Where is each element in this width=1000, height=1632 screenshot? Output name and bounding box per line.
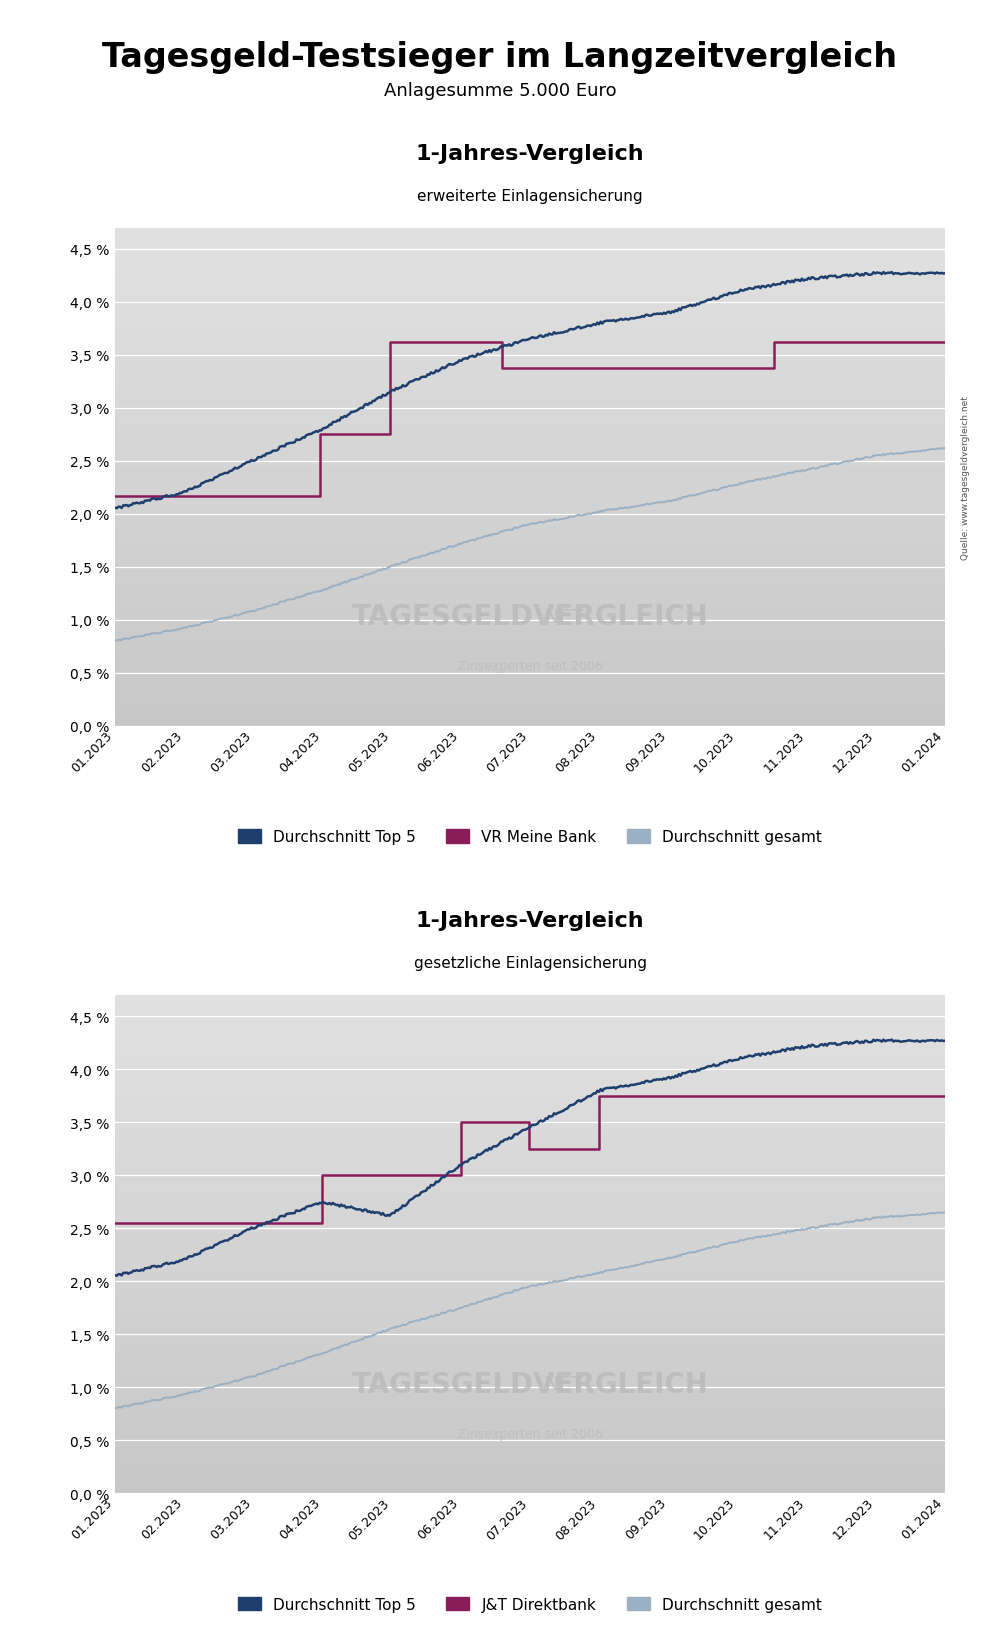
Legend: Durchschnitt Top 5, VR Meine Bank, Durchschnitt gesamt: Durchschnitt Top 5, VR Meine Bank, Durch… xyxy=(232,824,828,850)
Text: Anlagesumme 5.000 Euro: Anlagesumme 5.000 Euro xyxy=(384,82,616,100)
Legend: Durchschnitt Top 5, J&T Direktbank, Durchschnitt gesamt: Durchschnitt Top 5, J&T Direktbank, Durc… xyxy=(232,1591,828,1617)
Text: .NET: .NET xyxy=(476,1374,584,1394)
Text: 1-Jahres-Vergleich: 1-Jahres-Vergleich xyxy=(416,144,644,163)
Text: Zinsexperten seit 2006: Zinsexperten seit 2006 xyxy=(458,1426,602,1439)
Text: .NET: .NET xyxy=(476,607,584,627)
Text: erweiterte Einlagensicherung: erweiterte Einlagensicherung xyxy=(417,189,643,204)
Text: 1-Jahres-Vergleich: 1-Jahres-Vergleich xyxy=(416,911,644,930)
Text: Tagesgeld-Testsieger im Langzeitvergleich: Tagesgeld-Testsieger im Langzeitvergleic… xyxy=(102,41,898,73)
Text: Quelle: www.tagesgeldvergleich.net: Quelle: www.tagesgeldvergleich.net xyxy=(960,395,970,560)
Text: Zinsexperten seit 2006: Zinsexperten seit 2006 xyxy=(458,659,602,672)
Text: TAGESGELDVERGLEICH: TAGESGELDVERGLEICH xyxy=(352,1369,708,1397)
Text: TAGESGELDVERGLEICH: TAGESGELDVERGLEICH xyxy=(352,602,708,630)
Text: gesetzliche Einlagensicherung: gesetzliche Einlagensicherung xyxy=(414,956,646,971)
